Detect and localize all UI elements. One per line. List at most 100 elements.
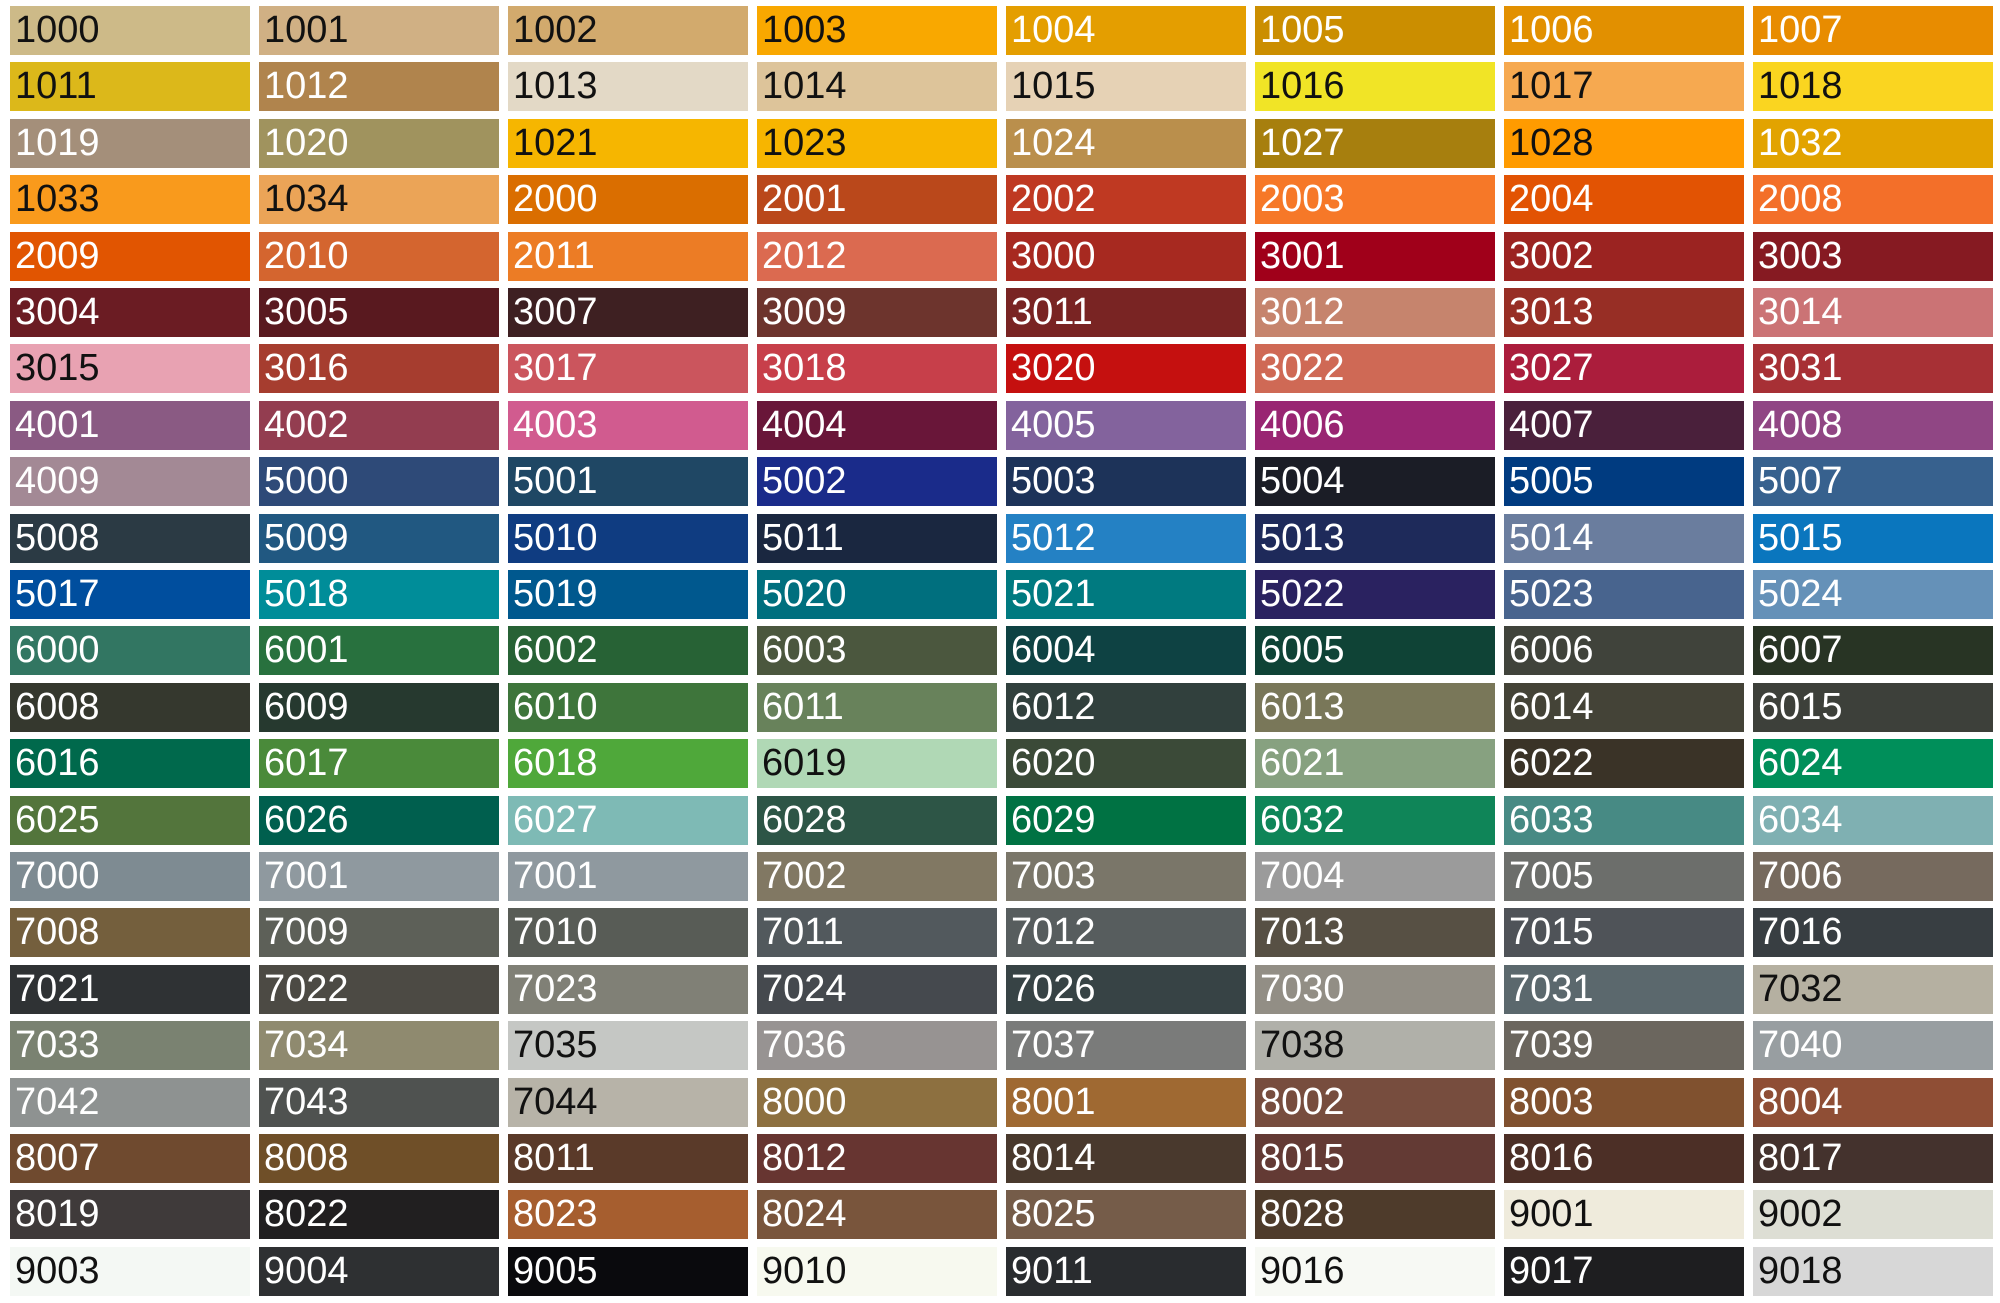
color-swatch: 5018 bbox=[259, 570, 499, 619]
color-swatch: 8003 bbox=[1504, 1077, 1744, 1127]
color-swatch: 7034 bbox=[259, 1021, 499, 1071]
color-swatch: 4005 bbox=[1006, 400, 1246, 450]
color-swatch: 8023 bbox=[508, 1190, 748, 1240]
color-swatch: 2001 bbox=[757, 175, 997, 225]
color-swatch: 9003 bbox=[10, 1246, 250, 1296]
color-swatch: 6004 bbox=[1006, 626, 1246, 676]
color-swatch: 3005 bbox=[259, 288, 499, 337]
color-swatch: 6015 bbox=[1753, 682, 1993, 732]
color-swatch: 2008 bbox=[1753, 175, 1993, 225]
color-swatch: 6012 bbox=[1006, 682, 1246, 732]
color-swatch: 7030 bbox=[1255, 964, 1495, 1014]
color-swatch: 9017 bbox=[1504, 1246, 1744, 1296]
color-swatch: 5009 bbox=[259, 513, 499, 563]
color-swatch: 6006 bbox=[1504, 626, 1744, 676]
color-swatch: 7000 bbox=[10, 852, 250, 901]
color-swatch: 5011 bbox=[757, 513, 997, 563]
color-swatch: 7006 bbox=[1753, 852, 1993, 901]
color-swatch: 7035 bbox=[508, 1021, 748, 1071]
color-swatch: 6019 bbox=[757, 739, 997, 789]
color-swatch: 9001 bbox=[1504, 1190, 1744, 1240]
color-swatch: 6000 bbox=[10, 626, 250, 676]
color-swatch: 1028 bbox=[1504, 118, 1744, 168]
color-swatch: 2002 bbox=[1006, 175, 1246, 225]
color-swatch: 6009 bbox=[259, 682, 499, 732]
color-swatch: 7003 bbox=[1006, 852, 1246, 901]
color-swatch: 7042 bbox=[10, 1077, 250, 1127]
color-swatch: 4002 bbox=[259, 400, 499, 450]
color-swatch: 8022 bbox=[259, 1190, 499, 1240]
color-swatch: 8014 bbox=[1006, 1134, 1246, 1183]
color-swatch: 8028 bbox=[1255, 1190, 1495, 1240]
color-swatch: 5005 bbox=[1504, 457, 1744, 507]
color-swatch: 7021 bbox=[10, 964, 250, 1014]
color-swatch: 7031 bbox=[1504, 964, 1744, 1014]
color-swatch: 1034 bbox=[259, 175, 499, 225]
color-swatch: 7011 bbox=[757, 908, 997, 958]
color-swatch: 3014 bbox=[1753, 288, 1993, 337]
color-swatch: 6002 bbox=[508, 626, 748, 676]
color-swatch: 6028 bbox=[757, 795, 997, 845]
color-swatch: 1002 bbox=[508, 6, 748, 55]
color-swatch: 1006 bbox=[1504, 6, 1744, 55]
color-swatch: 6014 bbox=[1504, 682, 1744, 732]
color-swatch: 1003 bbox=[757, 6, 997, 55]
color-swatch: 7024 bbox=[757, 964, 997, 1014]
color-swatch: 1019 bbox=[10, 118, 250, 168]
color-swatch: 8002 bbox=[1255, 1077, 1495, 1127]
color-swatch: 2011 bbox=[508, 231, 748, 281]
color-swatch: 9011 bbox=[1006, 1246, 1246, 1296]
color-swatch: 1000 bbox=[10, 6, 250, 55]
color-swatch: 9016 bbox=[1255, 1246, 1495, 1296]
color-swatch: 7040 bbox=[1753, 1021, 1993, 1071]
color-swatch: 3003 bbox=[1753, 231, 1993, 281]
color-swatch: 6025 bbox=[10, 795, 250, 845]
color-swatch: 6011 bbox=[757, 682, 997, 732]
color-swatch: 7015 bbox=[1504, 908, 1744, 958]
color-swatch: 7039 bbox=[1504, 1021, 1744, 1071]
color-swatch: 1013 bbox=[508, 62, 748, 112]
color-swatch: 1018 bbox=[1753, 62, 1993, 112]
color-swatch: 3004 bbox=[10, 288, 250, 337]
color-swatch: 4006 bbox=[1255, 400, 1495, 450]
color-swatch: 7037 bbox=[1006, 1021, 1246, 1071]
color-swatch: 5012 bbox=[1006, 513, 1246, 563]
color-swatch: 5014 bbox=[1504, 513, 1744, 563]
color-swatch: 5007 bbox=[1753, 457, 1993, 507]
color-swatch: 3018 bbox=[757, 344, 997, 394]
color-swatch: 7010 bbox=[508, 908, 748, 958]
color-swatch: 3013 bbox=[1504, 288, 1744, 337]
color-swatch: 6021 bbox=[1255, 739, 1495, 789]
color-swatch: 2000 bbox=[508, 175, 748, 225]
color-swatch: 5021 bbox=[1006, 570, 1246, 619]
color-swatch: 5013 bbox=[1255, 513, 1495, 563]
color-swatch: 8015 bbox=[1255, 1134, 1495, 1183]
color-swatch: 5003 bbox=[1006, 457, 1246, 507]
color-swatch: 3007 bbox=[508, 288, 748, 337]
color-swatch: 1027 bbox=[1255, 118, 1495, 168]
color-swatch: 8024 bbox=[757, 1190, 997, 1240]
color-swatch: 8001 bbox=[1006, 1077, 1246, 1127]
color-swatch: 5024 bbox=[1753, 570, 1993, 619]
color-swatch: 7004 bbox=[1255, 852, 1495, 901]
color-swatch: 3022 bbox=[1255, 344, 1495, 394]
color-swatch: 7013 bbox=[1255, 908, 1495, 958]
color-swatch: 8011 bbox=[508, 1134, 748, 1183]
color-swatch: 6029 bbox=[1006, 795, 1246, 845]
color-swatch: 5017 bbox=[10, 570, 250, 619]
color-swatch: 4004 bbox=[757, 400, 997, 450]
color-swatch: 3000 bbox=[1006, 231, 1246, 281]
color-swatch: 7033 bbox=[10, 1021, 250, 1071]
color-swatch: 8007 bbox=[10, 1134, 250, 1183]
color-swatch: 8004 bbox=[1753, 1077, 1993, 1127]
color-swatch: 7026 bbox=[1006, 964, 1246, 1014]
color-swatch: 6003 bbox=[757, 626, 997, 676]
color-swatch: 3016 bbox=[259, 344, 499, 394]
color-swatch: 4003 bbox=[508, 400, 748, 450]
color-swatch: 5008 bbox=[10, 513, 250, 563]
color-swatch: 6027 bbox=[508, 795, 748, 845]
color-swatch: 7036 bbox=[757, 1021, 997, 1071]
color-swatch: 7016 bbox=[1753, 908, 1993, 958]
color-swatch: 7009 bbox=[259, 908, 499, 958]
